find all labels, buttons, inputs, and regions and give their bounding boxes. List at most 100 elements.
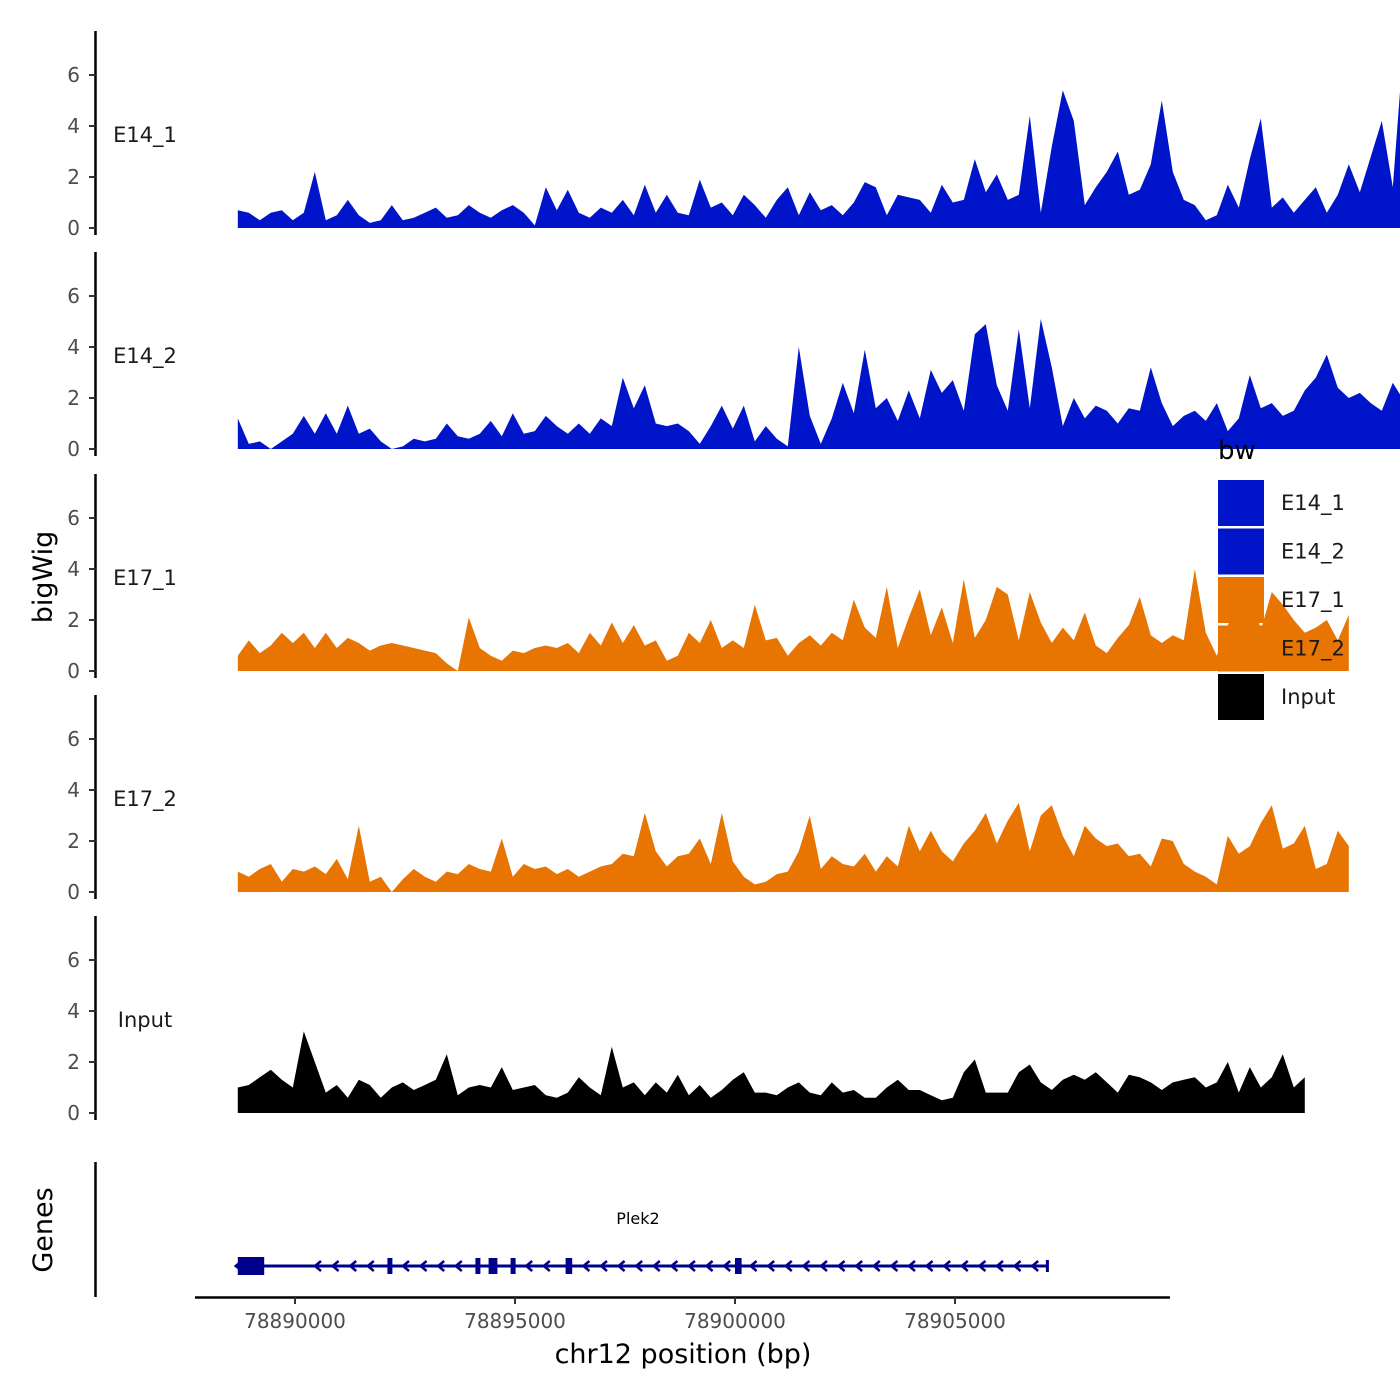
- strand-arrow: [995, 1260, 1004, 1272]
- strand-arrow: [704, 1260, 714, 1272]
- y-tick-label: 2: [67, 386, 80, 410]
- legend-swatch: [1218, 625, 1264, 672]
- strand-arrow: [401, 1260, 410, 1272]
- strand-arrow: [1030, 1260, 1040, 1272]
- track-e17-2: 0 2 4 6 E17_2: [67, 695, 1349, 904]
- y-tick-label: 0: [67, 659, 80, 683]
- strand-arrow: [348, 1260, 358, 1272]
- track-e14-2: 0 2 4 6 E14_2: [67, 252, 1400, 461]
- legend-swatch: [1218, 480, 1264, 526]
- legend-swatch: [1218, 577, 1264, 623]
- y-tick-label: 4: [67, 557, 80, 581]
- genes-panel: Plek2: [94, 1162, 1049, 1297]
- y-axis-title: bigWig: [28, 531, 59, 624]
- strand-arrow: [524, 1260, 534, 1272]
- strand-arrow: [854, 1260, 864, 1272]
- strand-arrow: [722, 1260, 732, 1272]
- strand-arrow: [748, 1260, 758, 1272]
- y-tick-label: 4: [67, 114, 80, 138]
- y-tick-label: 6: [67, 727, 80, 751]
- y-tick-label: 6: [67, 63, 80, 87]
- coverage-tracks: 0 2 4 6 E14_1 0 2 4 6 E14_2 0 2 4 6 E17_1 0 2 4 6 E17_2 0 2 4 6…: [67, 31, 1400, 1125]
- y-tick-label: 2: [67, 165, 80, 189]
- legend-label: Input: [1281, 685, 1335, 709]
- y-tick-label: 2: [67, 608, 80, 632]
- track-label: E17_2: [113, 787, 177, 812]
- strand-arrow: [365, 1260, 375, 1272]
- y-tick-label: 6: [67, 506, 80, 530]
- strand-arrow: [436, 1260, 446, 1272]
- track-label: E14_1: [113, 123, 177, 148]
- y-tick-label: 2: [67, 829, 80, 853]
- y-tick-label: 0: [67, 1101, 80, 1125]
- x-tick-label: 78900000: [684, 1309, 786, 1333]
- y-tick-label: 4: [67, 335, 80, 359]
- gene-exon: [735, 1258, 742, 1274]
- legend-label: E14_2: [1281, 540, 1345, 565]
- strand-arrow: [616, 1260, 626, 1272]
- legend-swatch: [1218, 528, 1264, 575]
- gene-exon: [475, 1258, 481, 1274]
- strand-arrow: [634, 1260, 644, 1272]
- track-e17-1: 0 2 4 6 E17_1: [67, 474, 1349, 683]
- coverage-area-e14-2: [237, 319, 1400, 449]
- legend-title: bw: [1218, 436, 1256, 466]
- strand-arrow: [313, 1260, 322, 1272]
- legend-label: E14_1: [1281, 491, 1345, 516]
- legend-swatch: [1218, 674, 1264, 720]
- gene-start-arrow: [233, 1261, 240, 1271]
- strand-arrow: [942, 1260, 952, 1272]
- strand-arrow: [687, 1260, 696, 1272]
- strand-arrow: [330, 1260, 340, 1272]
- x-tick-label: 78905000: [904, 1309, 1006, 1333]
- strand-arrow: [977, 1260, 987, 1272]
- strand-arrow: [889, 1260, 899, 1272]
- strand-arrow: [669, 1260, 679, 1272]
- track-label: E14_2: [113, 344, 177, 369]
- y-tick-label: 0: [67, 880, 80, 904]
- track-label: E17_1: [113, 566, 177, 591]
- legend-label: E17_2: [1281, 637, 1345, 662]
- strand-arrow: [959, 1260, 969, 1272]
- strand-arrow: [418, 1260, 428, 1272]
- x-axis-title: chr12 position (bp): [555, 1339, 812, 1370]
- gene-exon: [387, 1258, 393, 1274]
- y-tick-label: 0: [67, 437, 80, 461]
- y-tick-label: 6: [67, 948, 80, 972]
- strand-arrow: [783, 1260, 793, 1272]
- strand-arrow: [541, 1260, 551, 1272]
- strand-arrow: [836, 1260, 846, 1272]
- y-tick-label: 4: [67, 778, 80, 802]
- track-input: 0 2 4 6 Input: [67, 916, 1305, 1125]
- y-tick-label: 2: [67, 1050, 80, 1074]
- strand-arrow: [453, 1260, 463, 1272]
- x-tick-label: 78895000: [464, 1309, 566, 1333]
- y-tick-label: 6: [67, 284, 80, 308]
- strand-arrow: [907, 1260, 916, 1272]
- strand-arrow: [819, 1260, 828, 1272]
- strand-arrow: [924, 1260, 934, 1272]
- genes-panel-title: Genes: [28, 1187, 59, 1272]
- track-label: Input: [118, 1008, 172, 1032]
- x-axis: 78890000 78895000 78900000 78905000: [195, 1296, 1170, 1333]
- legend-label: E17_1: [1281, 588, 1345, 613]
- strand-arrow: [581, 1260, 591, 1272]
- y-tick-label: 0: [67, 216, 80, 240]
- strand-arrow: [766, 1260, 776, 1272]
- strand-arrow: [801, 1260, 811, 1272]
- y-tick-label: 4: [67, 999, 80, 1023]
- gene-model: [233, 1257, 1049, 1275]
- strand-arrow: [651, 1260, 661, 1272]
- coverage-area-e17-2: [237, 802, 1349, 892]
- strand-arrow: [599, 1260, 608, 1272]
- gene-exon: [237, 1257, 265, 1275]
- coverage-area-input: [237, 1031, 1305, 1113]
- gene-exon: [510, 1258, 516, 1274]
- coverage-area-e17-1: [237, 569, 1349, 671]
- gene-exon: [565, 1258, 573, 1274]
- legend: bw E14_1 E14_2 E17_1 E17_2 Input: [1218, 436, 1345, 720]
- legend-items: E14_1 E14_2 E17_1 E17_2 Input: [1218, 480, 1345, 720]
- strand-arrow: [871, 1260, 881, 1272]
- coverage-area-e14-1: [237, 90, 1400, 228]
